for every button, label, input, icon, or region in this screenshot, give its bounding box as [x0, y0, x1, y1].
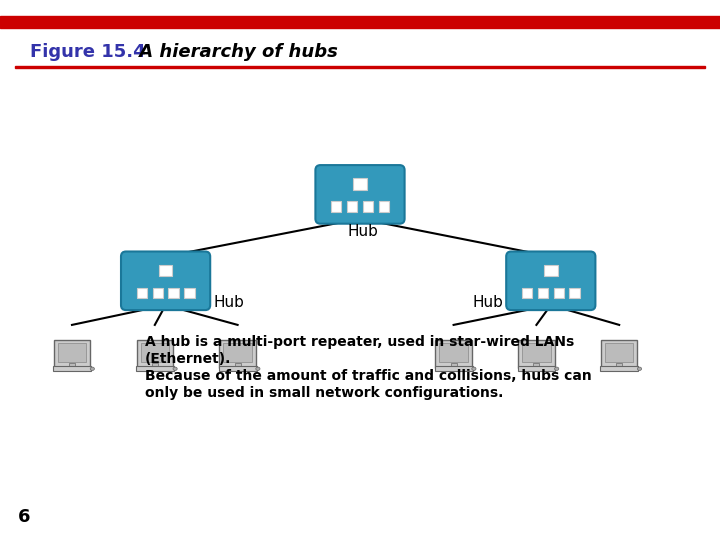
Bar — [570, 288, 580, 298]
Bar — [152, 363, 158, 368]
Bar — [159, 265, 172, 276]
Bar — [363, 201, 373, 212]
Bar — [538, 288, 548, 298]
Bar — [235, 363, 240, 368]
Bar — [137, 340, 173, 368]
Bar — [435, 366, 472, 372]
Bar — [147, 367, 163, 369]
Bar — [153, 288, 163, 298]
Bar — [58, 343, 86, 361]
Bar — [220, 340, 256, 368]
Bar — [554, 288, 564, 298]
Bar — [54, 340, 90, 368]
Bar — [0, 16, 720, 28]
Bar — [605, 343, 634, 361]
Bar — [64, 367, 80, 369]
Bar — [518, 340, 554, 368]
Bar — [354, 178, 366, 190]
Ellipse shape — [173, 367, 177, 370]
Text: Figure 15.4: Figure 15.4 — [30, 43, 145, 61]
Bar — [528, 367, 544, 369]
Bar — [219, 366, 256, 372]
Ellipse shape — [90, 367, 94, 370]
Bar — [522, 343, 551, 361]
Text: A hierarchy of hubs: A hierarchy of hubs — [133, 43, 338, 61]
Text: 6: 6 — [18, 508, 30, 526]
Ellipse shape — [554, 367, 559, 370]
Bar — [436, 340, 472, 368]
Bar — [53, 366, 91, 372]
Bar — [544, 265, 557, 276]
Bar — [518, 366, 555, 372]
FancyBboxPatch shape — [121, 252, 210, 310]
Text: A hub is a multi-port repeater, used in star-wired LANs: A hub is a multi-port repeater, used in … — [145, 335, 575, 349]
Text: Hub: Hub — [213, 295, 244, 310]
Bar — [522, 288, 532, 298]
Bar — [446, 367, 462, 369]
Bar — [439, 343, 468, 361]
FancyBboxPatch shape — [315, 165, 405, 224]
Ellipse shape — [256, 367, 260, 370]
Bar — [601, 340, 637, 368]
Ellipse shape — [472, 367, 476, 370]
Bar — [137, 288, 147, 298]
Bar — [15, 66, 705, 68]
Bar — [331, 201, 341, 212]
Bar — [140, 343, 169, 361]
Bar — [600, 366, 638, 372]
Bar — [611, 367, 627, 369]
Bar — [451, 363, 456, 368]
Bar — [347, 201, 357, 212]
Bar — [136, 366, 174, 372]
Bar — [534, 363, 539, 368]
Bar — [69, 363, 75, 368]
Bar — [230, 367, 246, 369]
Bar — [184, 288, 194, 298]
Bar — [379, 201, 389, 212]
FancyBboxPatch shape — [506, 252, 595, 310]
Bar — [223, 343, 252, 361]
Text: Hub: Hub — [472, 295, 503, 310]
Text: only be used in small network configurations.: only be used in small network configurat… — [145, 386, 503, 400]
Text: (Ethernet).: (Ethernet). — [145, 352, 231, 366]
Text: Hub: Hub — [348, 224, 379, 239]
Ellipse shape — [637, 367, 642, 370]
Text: Because of the amount of traffic and collisions, hubs can: Because of the amount of traffic and col… — [145, 369, 592, 383]
Bar — [168, 288, 179, 298]
Bar — [616, 363, 622, 368]
